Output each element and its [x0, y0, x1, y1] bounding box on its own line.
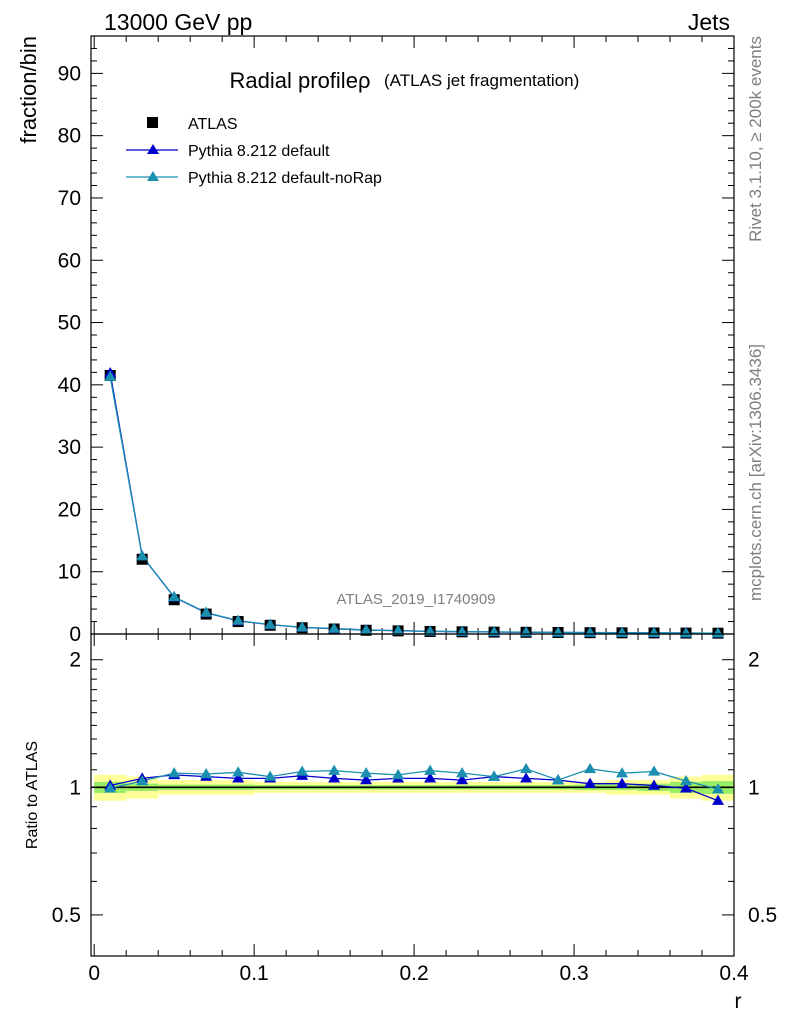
chart-title: Radial profile: [230, 68, 358, 93]
x-axis-label: r: [735, 990, 742, 1013]
ratio-point-default: [584, 777, 597, 788]
ratio-y-axis-label: Ratio to ATLAS: [24, 741, 41, 849]
ratio-y-tick-label: 2: [69, 649, 81, 672]
collision-label: 13000 GeV pp: [104, 9, 252, 35]
ratio-point-noRap: [712, 783, 725, 794]
ratio-point-noRap: [200, 768, 213, 779]
ratio-point-noRap: [584, 762, 597, 774]
legend-label-atlas: ATLAS: [188, 116, 238, 133]
ratio-point-noRap: [328, 764, 341, 775]
ratio-point-noRap: [648, 765, 661, 776]
legend: ATLAS Pythia 8.212 default Pythia 8.212 …: [126, 116, 382, 187]
legend-marker-atlas: [147, 117, 158, 128]
data-point-noRap: [296, 621, 309, 632]
ratio-axes: 0.5 0.5 1 1 2 2 0 0.1 0.2 0.3 0.4: [52, 633, 777, 985]
ratio-point-noRap: [520, 762, 533, 774]
ratio-line-default: [110, 774, 719, 802]
main-y-tick-label: 80: [58, 125, 81, 148]
ratio-y-tick-label: 1: [69, 776, 81, 799]
main-axes: 0 10 20 30 40 50 60 70 80 90: [58, 35, 735, 646]
ratio-line-noRap: [110, 768, 719, 790]
x-tick-label: 0.1: [240, 962, 269, 985]
data-point-noRap: [200, 606, 213, 617]
legend-marker-default: [147, 144, 159, 154]
legend-marker-norap: [147, 171, 159, 181]
x-tick-label: 0.3: [559, 962, 588, 985]
main-y-tick-label: 60: [58, 249, 81, 272]
data-point-noRap: [232, 614, 245, 625]
ratio-point-default: [520, 772, 533, 783]
ratio-point-default: [232, 772, 245, 783]
ratio-data-layer: [104, 762, 725, 805]
ratio-point-default: [328, 772, 341, 783]
ratio-point-noRap: [392, 768, 405, 780]
y-axis-label: fraction/bin: [16, 36, 41, 144]
ratio-point-noRap: [168, 767, 181, 778]
main-y-tick-label: 30: [58, 436, 81, 459]
data-point-noRap: [712, 627, 725, 638]
data-point-noRap: [168, 590, 181, 602]
ratio-point-default: [424, 772, 437, 783]
ratio-point-default: [616, 777, 629, 788]
ratio-point-noRap: [136, 774, 149, 786]
ratio-point-noRap: [552, 774, 565, 785]
main-y-tick-label: 10: [58, 561, 81, 584]
x-tick-label: 0.2: [399, 962, 428, 985]
data-point-noRap: [360, 623, 373, 635]
ratio-y-tick-label: 0.5: [52, 904, 81, 927]
ratio-point-default: [648, 779, 661, 790]
ratio-point-noRap: [232, 766, 245, 777]
process-label: Jets: [688, 9, 730, 35]
legend-label-default: Pythia 8.212 default: [188, 143, 330, 160]
legend-label-norap: Pythia 8.212 default-noRap: [188, 170, 382, 187]
main-y-tick-label: 70: [58, 187, 81, 210]
svg-text:Radial profileρ: Radial profileρ: [230, 68, 371, 93]
ratio-point-noRap: [264, 770, 277, 781]
main-y-tick-label: 20: [58, 498, 81, 521]
ratio-point-noRap: [104, 782, 117, 793]
data-point-noRap: [104, 370, 117, 381]
analysis-watermark: ATLAS_2019_I1740909: [336, 591, 495, 608]
chart-subtitle: (ATLAS jet fragmentation): [384, 71, 579, 90]
data-point-noRap: [392, 624, 405, 635]
ratio-point-noRap: [456, 767, 469, 778]
x-tick-label: 0: [88, 962, 100, 985]
main-y-tick-label: 90: [58, 62, 81, 85]
x-tick-label: 0.4: [719, 962, 749, 985]
ratio-point-noRap: [296, 765, 309, 776]
ratio-point-default: [456, 774, 469, 785]
main-y-tick-label: 0: [69, 623, 81, 646]
rivet-version-label: Rivet 3.1.10, ≥ 200k events: [746, 36, 765, 242]
data-point-noRap: [136, 550, 149, 561]
data-point-noRap: [264, 618, 277, 629]
ratio-y-tick-label-right: 0.5: [748, 904, 777, 927]
ratio-point-noRap: [488, 770, 501, 781]
ratio-point-noRap: [616, 767, 629, 778]
data-point-noRap: [328, 622, 341, 633]
data-point-noRap: [424, 625, 437, 636]
ratio-point-noRap: [360, 767, 373, 778]
main-y-tick-label: 50: [58, 312, 81, 335]
ratio-point-default: [360, 774, 373, 785]
mcplots-label: mcplots.cern.ch [arXiv:1306.3436]: [746, 344, 765, 601]
main-y-tick-label: 40: [58, 374, 81, 397]
ratio-point-noRap: [424, 764, 437, 775]
ratio-point-noRap: [680, 774, 693, 786]
main-data-layer: [104, 366, 725, 639]
ratio-frame: [90, 633, 735, 957]
ratio-point-default: [712, 794, 725, 805]
ratio-point-default: [680, 782, 693, 793]
ratio-panel: 0.5 0.5 1 1 2 2 0 0.1 0.2 0.3 0.4 Ratio to ATLAS r: [24, 633, 777, 1013]
chart-title-symbol: ρ: [358, 68, 371, 93]
ratio-y-tick-label-right: 2: [748, 649, 760, 672]
data-point-noRap: [456, 625, 469, 636]
data-point-noRap: [680, 627, 693, 638]
ratio-y-tick-label-right: 1: [748, 776, 760, 799]
